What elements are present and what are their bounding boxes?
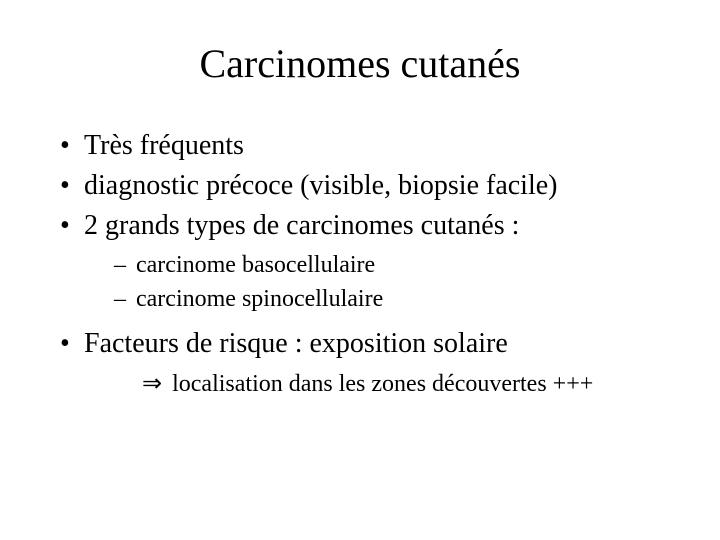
sub-item-3-2: carcinome spinocellulaire bbox=[114, 284, 670, 315]
bullet-item-1: Très fréquents bbox=[56, 127, 670, 165]
slide-title: Carcinomes cutanés bbox=[50, 40, 670, 87]
sub-text-3-1: carcinome basocellulaire bbox=[136, 252, 375, 278]
sub-list-3: carcinome basocellulaire carcinome spino… bbox=[114, 250, 670, 314]
sub-line-4: ⇒ localisation dans les zones découverte… bbox=[142, 369, 670, 400]
sub-item-3-1: carcinome basocellulaire bbox=[114, 250, 670, 281]
bullet-text-4: Facteurs de risque : exposition solaire bbox=[84, 328, 508, 359]
slide-container: Carcinomes cutanés Très fréquents diagno… bbox=[0, 0, 720, 540]
sub-text-3-2: carcinome spinocellulaire bbox=[136, 286, 383, 312]
bullet-text-2: diagnostic précoce (visible, biopsie fac… bbox=[84, 170, 557, 201]
bullet-item-4: Facteurs de risque : exposition solaire … bbox=[56, 325, 670, 400]
bullet-item-3: 2 grands types de carcinomes cutanés : c… bbox=[56, 207, 670, 315]
bullet-text-3: 2 grands types de carcinomes cutanés : bbox=[84, 210, 519, 241]
arrow-icon: ⇒ bbox=[142, 369, 162, 400]
sub-text-4: localisation dans les zones découvertes … bbox=[172, 371, 593, 397]
bullet-item-2: diagnostic précoce (visible, biopsie fac… bbox=[56, 167, 670, 205]
bullet-text-1: Très fréquents bbox=[84, 130, 244, 161]
bullet-list: Très fréquents diagnostic précoce (visib… bbox=[56, 127, 670, 400]
